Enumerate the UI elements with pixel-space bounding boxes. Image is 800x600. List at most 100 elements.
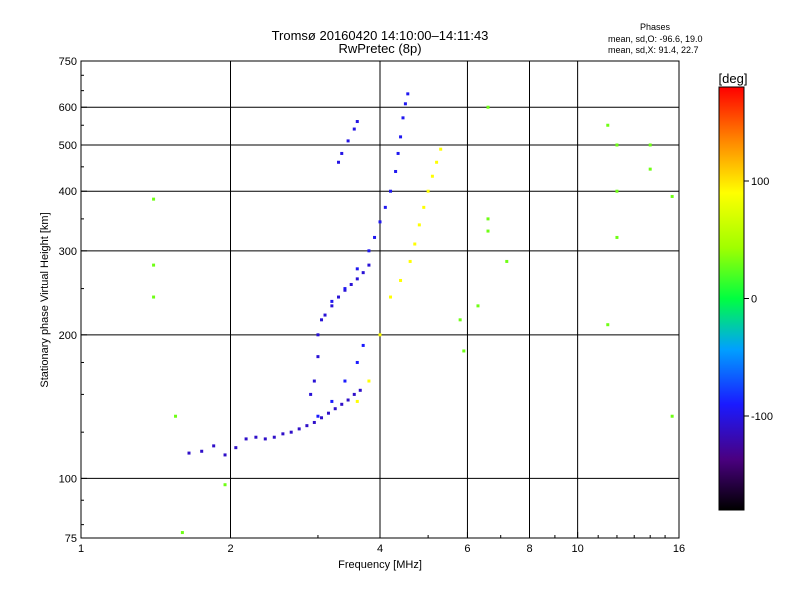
y-tick-label: 600: [59, 102, 77, 114]
data-point: [152, 295, 156, 299]
x-axis: 1 2 4 6 8 10 16: [78, 532, 685, 555]
data-point: [383, 205, 387, 209]
data-point: [343, 287, 347, 291]
colorbar-label: [deg]: [719, 71, 748, 86]
data-point: [309, 392, 313, 396]
data-point: [330, 304, 334, 308]
colorbar-tick-label: 0: [751, 294, 757, 306]
data-point: [352, 392, 356, 396]
x-axis-label: Frequency [MHz]: [338, 559, 422, 571]
data-point: [670, 194, 674, 198]
data-point: [430, 174, 434, 178]
data-point: [462, 349, 466, 353]
data-point: [212, 444, 216, 448]
data-point: [606, 123, 610, 127]
y-axis-label: Stationary phase Virtual Height [km]: [39, 212, 51, 387]
data-point: [223, 483, 227, 487]
data-point: [305, 424, 309, 428]
data-point: [346, 139, 350, 143]
data-point: [316, 414, 320, 418]
y-tick-label: 300: [59, 246, 77, 258]
phases-x-line: mean, sd,X: 91.4, 22.7: [608, 45, 699, 55]
x-tick-label: 16: [673, 543, 685, 555]
y-axis: 75 100 200 300 400 500 600 750: [59, 56, 87, 545]
data-point: [378, 220, 382, 224]
data-point: [367, 379, 371, 383]
data-points: [152, 92, 674, 535]
data-point: [349, 282, 353, 286]
data-point: [343, 379, 347, 383]
data-point: [378, 333, 382, 337]
data-point: [254, 435, 258, 439]
data-point: [352, 127, 356, 131]
x-tick-label: 6: [464, 543, 470, 555]
data-point: [316, 333, 320, 337]
x-tick-label: 4: [377, 543, 383, 555]
data-point: [326, 411, 330, 415]
data-point: [358, 388, 362, 392]
data-point: [399, 278, 403, 282]
data-point: [289, 430, 293, 434]
colorbar-tick-label: -100: [751, 411, 773, 423]
data-point: [234, 446, 238, 450]
data-point: [187, 451, 191, 455]
data-point: [486, 105, 490, 109]
data-point: [367, 249, 371, 253]
data-point: [417, 223, 421, 227]
y-tick-label: 500: [59, 140, 77, 152]
data-point: [394, 169, 398, 173]
data-point: [458, 318, 462, 322]
data-point: [337, 160, 341, 164]
data-point: [337, 295, 341, 299]
data-point: [355, 267, 359, 271]
data-point: [486, 217, 490, 221]
data-point: [263, 437, 267, 441]
chart-subtitle: RwPretec (8p): [338, 41, 421, 56]
data-point: [648, 143, 652, 147]
data-point: [244, 437, 248, 441]
data-point: [316, 355, 320, 359]
y-tick-label: 200: [59, 330, 77, 342]
data-point: [330, 399, 334, 403]
x-tick-label: 10: [572, 543, 584, 555]
data-point: [486, 229, 490, 233]
data-point: [505, 259, 509, 263]
data-point: [355, 277, 359, 281]
data-point: [670, 414, 674, 418]
data-point: [476, 304, 480, 308]
y-tick-label: 400: [59, 186, 77, 198]
data-point: [346, 398, 350, 402]
data-point: [615, 189, 619, 193]
phases-heading: Phases: [640, 22, 671, 32]
data-point: [406, 92, 410, 96]
data-point: [340, 151, 344, 155]
data-point: [200, 449, 204, 453]
y-tick-label: 750: [59, 56, 77, 68]
data-point: [399, 135, 403, 139]
data-point: [355, 399, 359, 403]
data-point: [367, 263, 371, 267]
data-point: [439, 147, 443, 151]
data-point: [323, 313, 327, 317]
data-point: [355, 360, 359, 364]
data-point: [373, 235, 377, 239]
data-point: [389, 295, 393, 299]
data-point: [401, 116, 405, 120]
colorbar: [deg] 100 0 -100: [718, 71, 773, 511]
chart-title: Tromsø 20160420 14:10:00–14:11:43: [272, 28, 489, 43]
x-tick-label: 8: [526, 543, 532, 555]
data-point: [152, 197, 156, 201]
data-point: [180, 531, 184, 535]
x-tick-label: 1: [78, 543, 84, 555]
data-point: [422, 205, 426, 209]
data-point: [340, 402, 344, 406]
data-point: [297, 427, 301, 431]
data-point: [435, 160, 439, 164]
data-point: [272, 435, 276, 439]
data-point: [152, 263, 156, 267]
phases-legend: Phases mean, sd,O: -96.6, 19.0 mean, sd,…: [608, 22, 703, 55]
grid: [81, 61, 679, 538]
data-point: [606, 323, 610, 327]
x-tick-label: 2: [227, 543, 233, 555]
data-point: [343, 288, 347, 292]
